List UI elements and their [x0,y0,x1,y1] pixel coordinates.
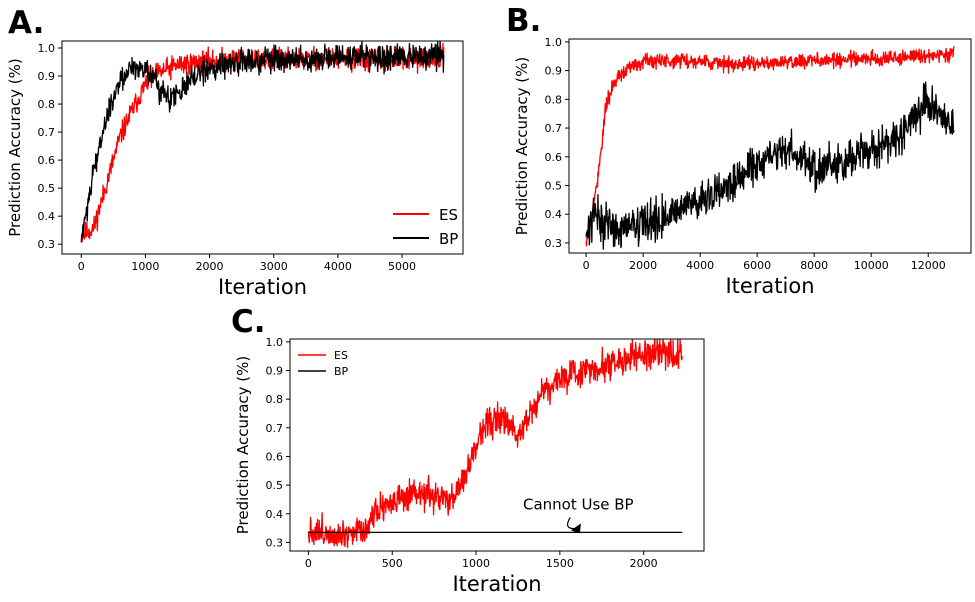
x-tick-label: 0 [78,260,85,273]
legend-label-bp: BP [439,230,458,248]
x-tick-label: 1000 [131,260,159,273]
x-tick-label: 12000 [911,259,946,272]
panel-label: C. [231,304,266,340]
x-tick-label: 4000 [686,259,714,272]
y-tick-label: 0.7 [545,122,563,135]
panel-label: B. [506,3,541,39]
y-tick-label: 0.8 [266,393,284,406]
y-axis-label: Prediction Accuracy (%) [513,57,531,236]
x-tick-label: 1000 [462,557,490,570]
y-tick-label: 0.7 [266,422,284,435]
x-tick-label: 2000 [196,260,224,273]
y-tick-label: 1.0 [266,336,284,349]
x-tick-label: 0 [583,259,590,272]
series-line-es [307,339,683,549]
y-tick-label: 0.8 [545,93,563,106]
x-tick-label: 2000 [629,259,657,272]
y-tick-label: 0.6 [38,154,56,167]
x-tick-label: 500 [382,557,403,570]
y-tick-label: 0.5 [38,182,56,195]
y-tick-label: 0.9 [38,70,56,83]
y-tick-label: 0.6 [545,151,563,164]
x-axis-label: Iteration [218,275,307,299]
y-tick-label: 0.3 [545,237,563,250]
y-tick-label: 0.8 [38,98,56,111]
x-tick-label: 3000 [260,260,288,273]
x-axis-label: Iteration [725,274,814,298]
y-tick-label: 0.9 [545,65,563,78]
y-tick-label: 0.5 [545,179,563,192]
y-tick-label: 0.4 [266,508,284,521]
annotation-text: Cannot Use BP [523,495,634,513]
legend-label-es: ES [334,349,348,362]
y-tick-label: 1.0 [38,42,56,55]
y-axis-label: Prediction Accuracy (%) [234,356,252,535]
axes-frame [568,38,972,254]
x-tick-label: 10000 [854,259,889,272]
y-axis-label: Prediction Accuracy (%) [6,58,24,237]
x-tick-label: 2000 [630,557,658,570]
series-line-bp [585,81,955,250]
y-tick-label: 1.0 [545,36,563,49]
axes-frame [61,40,464,255]
series-line-es [585,46,955,247]
panel-c: 0 500 1000 1500 2000 0.3 0.4 0.5 0.6 0.7 0.8 0.9 1.0… [231,304,705,596]
y-tick-label: 0.3 [266,536,284,549]
y-tick-label: 0.3 [38,238,56,251]
y-tick-label: 0.7 [38,126,56,139]
panel-a: 0 1000 2000 3000 4000 5000 0.3 0.4 0.5 0.6 0.7 0.8 0… [6,5,464,299]
x-tick-label: 8000 [800,259,828,272]
y-tick-label: 0.5 [266,479,284,492]
annotation-arrowhead [570,523,581,534]
x-tick-label: 1500 [546,557,574,570]
y-tick-label: 0.6 [266,450,284,463]
x-tick-label: 4000 [324,260,352,273]
x-tick-label: 5000 [388,260,416,273]
panel-b: 0 2000 4000 6000 8000 10000 12000 0.3 0.4 0.5 0.6 0… [506,3,972,298]
y-tick-label: 0.4 [545,208,563,221]
x-tick-label: 6000 [743,259,771,272]
axes-frame [289,338,705,552]
y-tick-label: 0.4 [38,210,56,223]
panel-label: A. [8,5,44,41]
x-axis-label: Iteration [452,572,541,596]
x-tick-label: 0 [305,557,312,570]
series-line-bp [80,41,445,242]
legend-label-bp: BP [334,365,349,378]
y-tick-label: 0.9 [266,365,284,378]
legend-label-es: ES [439,206,458,224]
